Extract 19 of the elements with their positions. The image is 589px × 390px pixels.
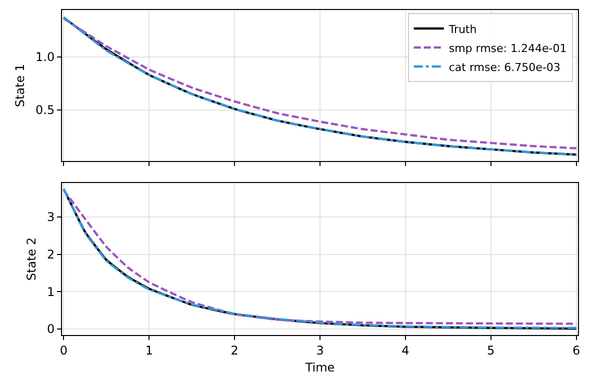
y-tick-label: 3 [46, 210, 55, 224]
y-tick-label: 0 [46, 322, 55, 336]
x-axis-title: Time [304, 360, 335, 374]
y-tick-label: 1 [46, 284, 55, 299]
y-tick-label: 1.0 [36, 50, 55, 64]
x-tick-label: 4 [402, 343, 410, 358]
legend-label: cat rmse: 6.750e-03 [448, 60, 560, 74]
x-tick-label: 0 [60, 343, 68, 358]
y-tick-label: 0.5 [36, 103, 55, 118]
x-tick-label: 6 [572, 343, 580, 358]
y-axis-title: State 1 [12, 64, 27, 108]
x-tick-label: 5 [487, 343, 495, 358]
y-tick-label: 2 [46, 248, 55, 262]
x-tick-label: 1 [145, 343, 153, 358]
legend-label: Truth [448, 22, 477, 36]
y-axis-title: State 2 [24, 237, 38, 281]
legend-label: smp rmse: 1.244e-01 [448, 42, 567, 55]
x-tick-label: 2 [230, 343, 238, 358]
x-tick-label: 3 [316, 343, 324, 358]
